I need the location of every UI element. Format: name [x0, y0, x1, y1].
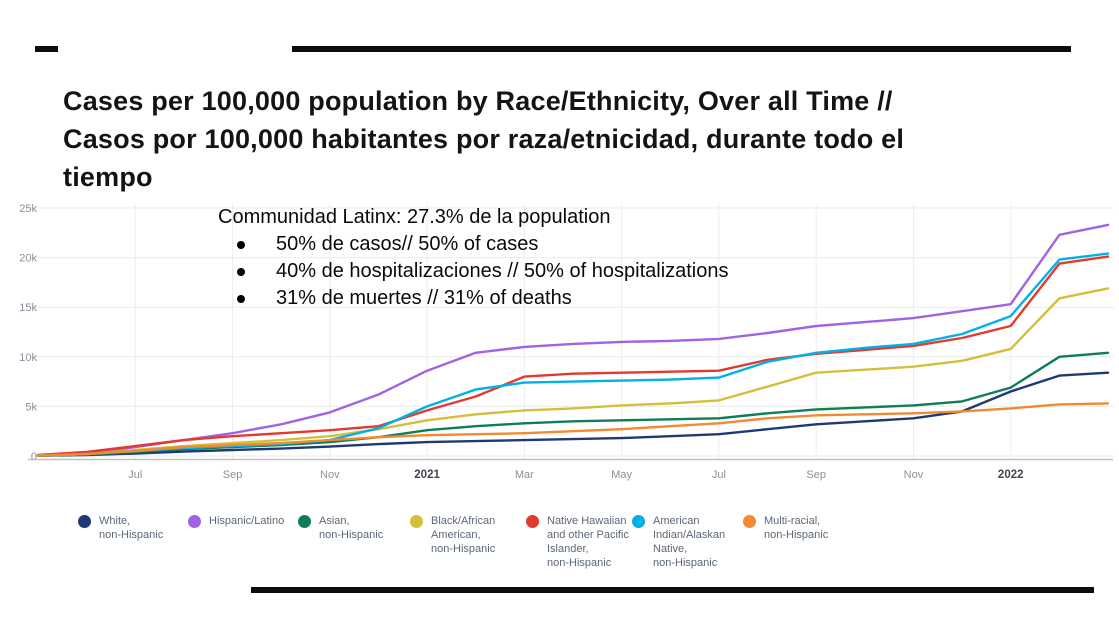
title-line-3: tiempo: [63, 162, 153, 192]
bullet-icon: [237, 241, 245, 249]
legend-item-hispanic-latino: Hispanic/Latino: [188, 514, 284, 528]
series-line-multi-racial-non-hispanic: [36, 402, 1110, 457]
x-axis-tick-label: Nov: [320, 469, 340, 481]
x-axis-tick-label: 2021: [414, 469, 440, 481]
y-axis-tick-label: 20k: [19, 253, 37, 265]
latinx-annotation: Communidad Latinx: 27.3% de la populatio…: [218, 204, 729, 312]
legend-label: Black/African American, non-Hispanic: [431, 515, 496, 555]
legend-color-dot-icon: [743, 515, 756, 528]
annotation-bullet: 40% de hospitalizaciones // 50% of hospi…: [237, 258, 729, 285]
legend-item-white-non-hispanic: White, non-Hispanic: [78, 514, 163, 542]
legend-item-multi-racial-non-hispanic: Multi-racial, non-Hispanic: [743, 514, 828, 542]
annotation-bullet: 31% de muertes // 31% of deaths: [237, 285, 729, 312]
x-axis-tick-label: May: [611, 469, 632, 481]
bottom-divider-bar: [251, 587, 1094, 593]
chart-legend: White, non-Hispanic Hispanic/Latino Asian, n…: [0, 514, 1119, 580]
legend-label: Multi-racial, non-Hispanic: [764, 515, 829, 541]
legend-item-native-hawaiian-and-other-pacific-islander-non-hispanic: Native Hawaiian and other Pacific Islander…: [526, 514, 629, 570]
bullet-icon: [237, 268, 245, 276]
y-axis-tick-label: 10k: [19, 352, 37, 364]
bullet-icon: [237, 295, 245, 303]
top-left-dash: [35, 46, 58, 52]
annotation-bullet: 50% de casos// 50% of cases: [237, 231, 729, 258]
legend-item-black-african-american-non-hispanic: Black/African American, non-Hispanic: [410, 514, 495, 556]
title-line-2: Casos por 100,000 habitantes por raza/et…: [63, 124, 905, 154]
annotation-bullet-text: 31% de muertes // 31% of deaths: [276, 287, 572, 309]
legend-color-dot-icon: [526, 515, 539, 528]
cases-line-chart: 0 5k 10k 15k 20k 25k Jul Sep Nov 2021 Mar May Jul Sep…: [19, 203, 1114, 481]
legend-color-dot-icon: [78, 515, 91, 528]
annotation-heading: Communidad Latinx: 27.3% de la populatio…: [218, 206, 611, 228]
slide-title: Cases per 100,000 population by Race/Eth…: [63, 82, 1113, 196]
y-axis-tick-label: 25k: [19, 203, 37, 215]
y-axis-tick-label: 5k: [25, 401, 37, 413]
top-divider-bar: [292, 46, 1071, 52]
x-axis-tick-label: 2022: [998, 469, 1024, 481]
legend-label: Hispanic/Latino: [209, 515, 285, 527]
series-line-black-african-american-non-hispanic: [36, 287, 1110, 457]
series-line-native-hawaiian-and-other-pacific-islander-non-hispanic: [36, 255, 1110, 457]
series-line-hispanic-latino: [36, 223, 1110, 457]
x-axis-tick-label: Jul: [128, 469, 142, 481]
legend-color-dot-icon: [632, 515, 645, 528]
legend-color-dot-icon: [188, 515, 201, 528]
x-axis-tick-label: Sep: [806, 469, 826, 481]
legend-item-asian-non-hispanic: Asian, non-Hispanic: [298, 514, 383, 542]
legend-label: White, non-Hispanic: [99, 515, 164, 541]
annotation-bullet-text: 40% de hospitalizaciones // 50% of hospi…: [276, 260, 729, 282]
title-line-1: Cases per 100,000 population by Race/Eth…: [63, 86, 893, 116]
x-axis-tick-label: Nov: [904, 469, 924, 481]
annotation-bullet-text: 50% de casos// 50% of cases: [276, 233, 539, 255]
legend-label: Native Hawaiian and other Pacific Islander…: [547, 515, 629, 569]
x-axis-tick-label: Jul: [712, 469, 726, 481]
legend-item-american-indian-alaskan-native-non-hispanic: American Indian/Alaskan Native, non-Hispani…: [632, 514, 725, 570]
legend-label: American Indian/Alaskan Native, non-Hispani…: [653, 515, 726, 569]
legend-label: Asian, non-Hispanic: [319, 515, 384, 541]
series-line-white-non-hispanic: [36, 371, 1110, 457]
x-axis-tick-label: Sep: [223, 469, 243, 481]
legend-color-dot-icon: [298, 515, 311, 528]
y-axis-tick-label: 15k: [19, 302, 37, 314]
legend-color-dot-icon: [410, 515, 423, 528]
y-axis-tick-label: 0: [31, 451, 37, 463]
x-axis-tick-label: Mar: [515, 469, 534, 481]
